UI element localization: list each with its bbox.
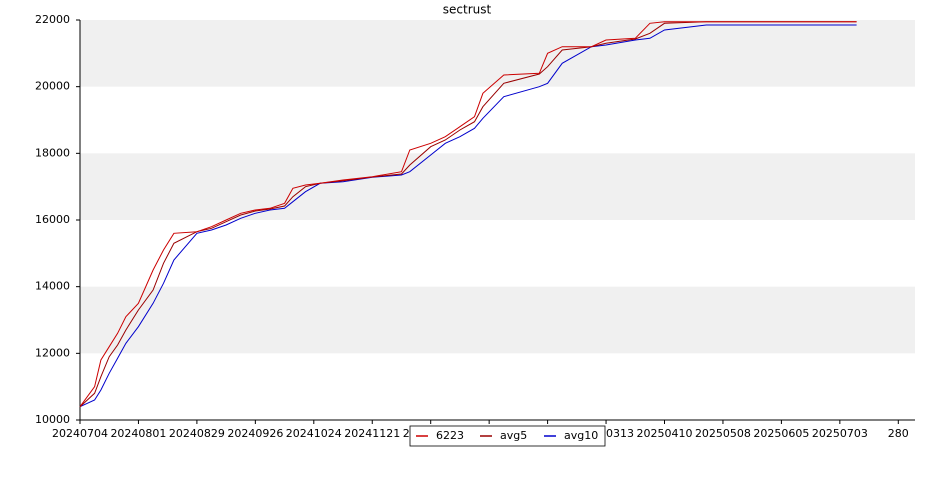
y-tick-label: 10000 (35, 413, 70, 426)
grid-band (80, 20, 915, 87)
x-tick-label: 20240704 (52, 427, 108, 440)
grid-band (80, 286, 915, 354)
x-tick-label: 20240829 (169, 427, 225, 440)
legend-box (409, 425, 606, 447)
y-tick-label: 16000 (35, 213, 70, 226)
x-tick-label: 20240926 (227, 427, 283, 440)
x-tick-label: 20250703 (812, 427, 868, 440)
y-tick-label: 14000 (35, 280, 70, 293)
y-tick-label: 22000 (35, 13, 70, 26)
x-tick-label: 20241121 (344, 427, 400, 440)
legend-label: avg10 (564, 429, 598, 442)
x-tick-label: 20240801 (110, 427, 166, 440)
legend-label: avg5 (500, 429, 527, 442)
y-tick-label: 18000 (35, 146, 70, 159)
legend-label: 6223 (436, 429, 464, 442)
legend: 6223 avg5 avg10 (409, 425, 606, 447)
x-tick-label: 20250410 (637, 427, 693, 440)
series-line (79, 21, 857, 407)
x-tick-label: 20241024 (286, 427, 342, 440)
x-tick-label: 20250605 (753, 427, 809, 440)
x-tick-label: 280 (888, 427, 909, 440)
grid-band (80, 153, 915, 220)
x-tick-label: 20250508 (695, 427, 751, 440)
y-tick-label: 20000 (35, 80, 70, 93)
chart-title: sectrust (443, 3, 492, 17)
y-tick-label: 12000 (35, 346, 70, 359)
